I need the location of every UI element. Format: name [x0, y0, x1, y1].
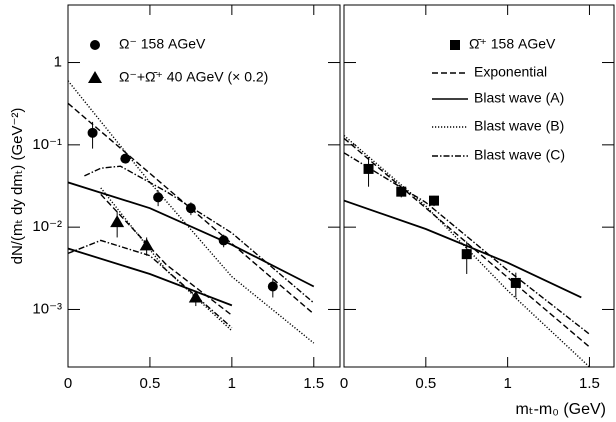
x-tick-label: 1.5	[303, 375, 324, 392]
legend-label: Ω⁻+Ω̄⁺ 40 AGeV (× 0.2)	[119, 69, 268, 85]
legend-label: Ω̄⁺ 158 AGeV	[469, 36, 556, 52]
plot-area	[68, 80, 315, 344]
y-tick-label: 10⁻³	[32, 300, 62, 317]
plot-frame	[67, 4, 341, 368]
x-tick-label: 1	[503, 375, 511, 392]
legend-marker	[88, 71, 102, 83]
y-tick-label: 1	[54, 54, 62, 71]
curve	[344, 199, 582, 299]
marker	[267, 281, 278, 292]
curve	[68, 181, 315, 288]
legend-label: Blast wave (C)	[474, 147, 565, 163]
marker	[396, 186, 407, 197]
marker	[153, 192, 164, 203]
legend-label: Blast wave (B)	[474, 118, 564, 134]
legend-label: Ω⁻ 158 AGeV	[119, 36, 206, 52]
legend-label: Blast wave (A)	[474, 90, 564, 106]
marker	[461, 249, 472, 260]
marker	[120, 153, 131, 164]
x-tick-label: 0.5	[415, 375, 436, 392]
x-tick-label: 0	[64, 375, 72, 392]
marker	[429, 195, 439, 206]
y-tick-label: 10⁻¹	[32, 136, 62, 153]
marker	[110, 215, 125, 228]
legend-label: Exponential	[474, 64, 547, 80]
x-tick-label: 1.5	[579, 375, 600, 392]
x-tick-label: 0.5	[139, 375, 160, 392]
x-axis-title: mₜ-m₀ (GeV)	[516, 401, 606, 418]
curve	[84, 165, 315, 304]
plot-area	[344, 134, 590, 367]
y-axis-title: dN/(mₜ dy dmₜ) (GeV⁻²)	[9, 108, 26, 265]
curve	[100, 193, 233, 316]
marker	[510, 277, 521, 288]
legend-marker	[90, 40, 100, 50]
x-tick-label: 1	[228, 375, 236, 392]
marker	[87, 127, 98, 138]
curve	[68, 239, 233, 329]
plot-frame	[343, 4, 615, 368]
marker	[363, 163, 374, 174]
curve	[68, 80, 315, 344]
y-tick-label: 10⁻²	[32, 218, 62, 235]
curve	[100, 187, 233, 332]
curve	[344, 152, 590, 335]
x-tick-label: 0	[340, 375, 348, 392]
legend-marker	[450, 40, 460, 50]
curve	[344, 134, 590, 367]
